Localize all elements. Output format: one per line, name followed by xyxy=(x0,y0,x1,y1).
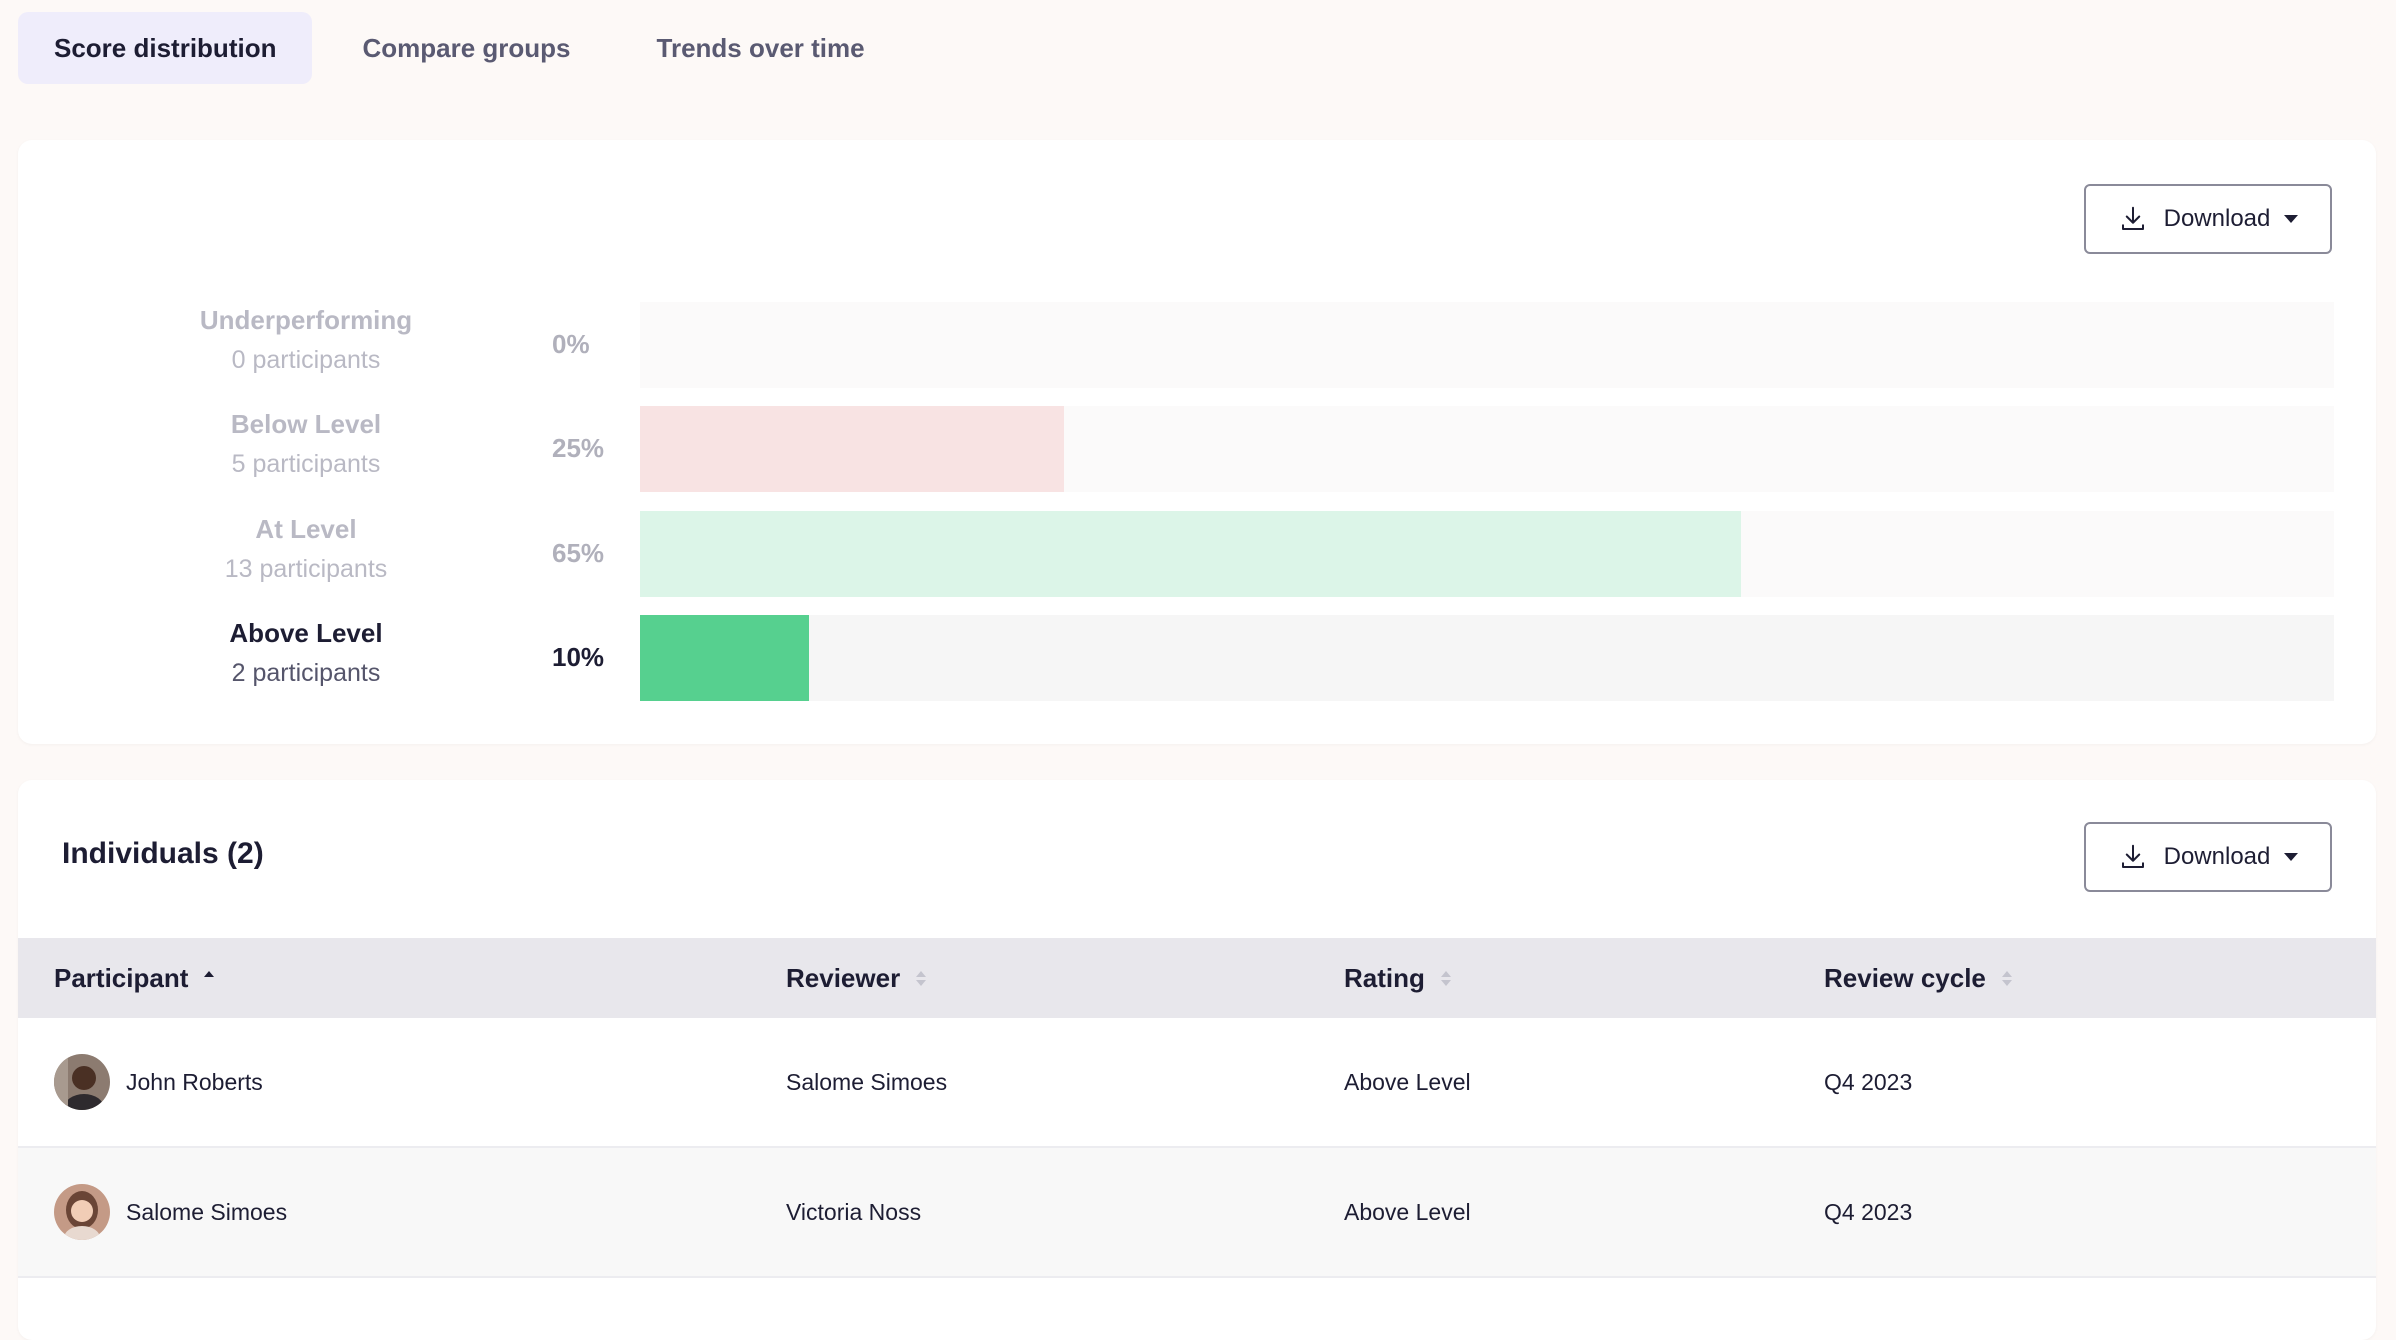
distribution-label: At Level 13 participants xyxy=(118,509,494,589)
distribution-row-above-level[interactable]: Above Level 2 participants 10% xyxy=(18,613,2376,701)
distribution-label: Below Level 5 participants xyxy=(118,404,494,484)
chevron-down-icon xyxy=(2284,853,2299,861)
distribution-row-below-level: Below Level 5 participants 25% xyxy=(18,404,2376,492)
report-tabs: Score distribution Compare groups Trends… xyxy=(18,12,915,84)
tab-compare-groups[interactable]: Compare groups xyxy=(362,32,571,63)
bar-track xyxy=(640,615,2334,701)
rating-percent: 10% xyxy=(552,642,605,672)
column-header-review-cycle[interactable]: Review cycle xyxy=(1824,938,2012,1018)
sort-icon xyxy=(916,970,927,986)
rating-percent: 65% xyxy=(552,538,605,568)
column-label: Review cycle xyxy=(1824,962,1986,993)
column-header-reviewer[interactable]: Reviewer xyxy=(786,938,927,1018)
bar-fill xyxy=(640,406,1064,492)
participant-count: 5 participants xyxy=(231,450,381,478)
sort-icon xyxy=(1440,970,1451,986)
distribution-download-button[interactable]: Download xyxy=(2084,184,2332,254)
participant-name: John Roberts xyxy=(126,1068,263,1095)
rating-name: At Level xyxy=(255,514,357,544)
avatar xyxy=(54,1184,110,1240)
bar-track xyxy=(640,302,2334,388)
participant-cell: Salome Simoes xyxy=(54,1148,287,1276)
individuals-download-button[interactable]: Download xyxy=(2084,822,2332,892)
column-label: Reviewer xyxy=(786,962,901,993)
rating-name: Below Level xyxy=(230,409,382,439)
reviewer-cell: Salome Simoes xyxy=(786,1068,948,1095)
bar-fill xyxy=(640,615,810,701)
distribution-label: Underperforming 0 participants xyxy=(118,300,494,380)
table-row[interactable]: John Roberts Salome Simoes Above Level Q… xyxy=(18,1018,2376,1148)
individuals-title: Individuals (2) xyxy=(62,837,264,870)
download-icon xyxy=(2121,844,2144,868)
download-label: Download xyxy=(2163,205,2271,232)
rating-name: Underperforming xyxy=(199,305,413,335)
download-icon xyxy=(2121,206,2144,230)
rating-percent: 25% xyxy=(552,433,605,463)
review-cycle-cell: Q4 2023 xyxy=(1824,1198,1913,1225)
column-header-participant[interactable]: Participant xyxy=(54,938,215,1018)
rating-name: Above Level xyxy=(229,618,383,648)
tab-trends-over-time[interactable]: Trends over time xyxy=(656,32,865,63)
rating-cell: Above Level xyxy=(1344,1068,1471,1095)
bar-track xyxy=(640,511,2334,597)
participant-count: 2 participants xyxy=(231,659,381,687)
table-row[interactable]: Salome Simoes Victoria Noss Above Level … xyxy=(18,1148,2376,1278)
sort-ascending-icon xyxy=(204,970,215,986)
score-distribution-card: Download Underperforming 0 participants … xyxy=(18,140,2376,744)
review-cycle-cell: Q4 2023 xyxy=(1824,1068,1913,1095)
table-header: Participant Reviewer Rating Review cycle xyxy=(18,938,2376,1018)
avatar xyxy=(54,1054,110,1110)
rating-cell: Above Level xyxy=(1344,1198,1471,1225)
column-header-rating[interactable]: Rating xyxy=(1344,938,1451,1018)
column-label: Participant xyxy=(54,962,189,993)
participant-count: 0 participants xyxy=(231,346,381,374)
individuals-card: Individuals (2) Download Participant Rev… xyxy=(18,780,2376,1340)
sort-icon xyxy=(2001,970,2012,986)
distribution-row-at-level: At Level 13 participants 65% xyxy=(18,509,2376,597)
distribution-row-underperforming: Underperforming 0 participants 0% xyxy=(18,300,2376,388)
reviewer-cell: Victoria Noss xyxy=(786,1198,922,1225)
participant-name: Salome Simoes xyxy=(126,1198,288,1225)
participant-cell: John Roberts xyxy=(54,1018,263,1146)
participant-count: 13 participants xyxy=(224,555,388,583)
chevron-down-icon xyxy=(2284,215,2299,223)
rating-percent: 0% xyxy=(552,329,590,359)
bar-fill xyxy=(640,511,1742,597)
tab-score-distribution[interactable]: Score distribution xyxy=(18,12,313,84)
download-label: Download xyxy=(2163,843,2271,870)
column-label: Rating xyxy=(1344,962,1425,993)
distribution-label: Above Level 2 participants xyxy=(118,613,494,693)
bar-track xyxy=(640,406,2334,492)
